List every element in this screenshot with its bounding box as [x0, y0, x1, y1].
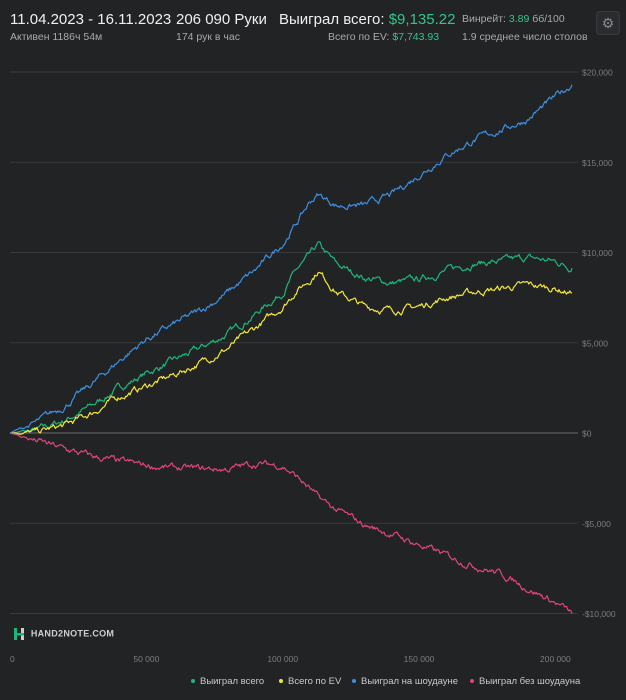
- legend-item-showdown[interactable]: Выиграл на шоудауне: [352, 676, 458, 687]
- won-total-stat: Выиграл всего: $9,135.22: [279, 11, 455, 28]
- y-tick-label: $0: [582, 429, 592, 439]
- series-line: [9, 240, 573, 434]
- hands-per-hour: 174 рук в час: [176, 31, 240, 43]
- logo-text: HAND2NOTE.COM: [30, 628, 115, 639]
- series-line: [9, 432, 573, 614]
- y-tick-label: $15,000: [582, 158, 613, 168]
- legend-item-ev-total[interactable]: Всего по EV: [279, 676, 341, 687]
- settings-button[interactable]: ⚙: [596, 11, 620, 35]
- y-tick-label: $10,000: [582, 248, 613, 258]
- series-line: [10, 271, 573, 435]
- legend-swatch: [352, 679, 356, 684]
- x-tick-label: 0: [10, 654, 15, 664]
- y-tick-label: $20,000: [582, 68, 613, 78]
- gear-icon: ⚙: [601, 15, 615, 31]
- hand2note-logo: HAND2NOTE.COM: [14, 628, 114, 640]
- winrate-value: 3.89: [508, 13, 530, 25]
- ev-total-value: $7,743.93: [392, 31, 440, 43]
- winrate-stat: Винрейт: 3.89 бб/100: [462, 13, 565, 25]
- x-tick-label: 100 000: [267, 654, 298, 664]
- y-tick-label: -$10,000: [582, 609, 616, 619]
- ev-total-stat: Всего по EV: $7,743.93: [328, 31, 439, 43]
- won-total-label: Выиграл всего:: [279, 11, 385, 28]
- series-line: [9, 84, 573, 434]
- stats-header: 11.04.2023 - 16.11.2023 Активен 1186ч 54…: [0, 0, 626, 52]
- winrate-unit: бб/100: [532, 13, 565, 25]
- x-tick-label: 50 000: [133, 654, 159, 664]
- legend-label: Выиграл всего: [200, 676, 265, 687]
- winrate-label: Винрейт:: [462, 13, 506, 25]
- avg-tables: 1.9 среднее число столов: [462, 31, 588, 43]
- legend-item-won-total[interactable]: Выиграл всего: [191, 676, 264, 687]
- legend-item-non-showdown[interactable]: Выиграл без шоудауна: [470, 676, 580, 687]
- y-tick-label: -$5,000: [582, 519, 611, 529]
- legend-swatch: [191, 679, 195, 684]
- legend-swatch: [470, 679, 474, 684]
- x-tick-label: 150 000: [404, 654, 435, 664]
- x-tick-label: 200 000: [540, 654, 571, 664]
- y-tick-label: $5,000: [582, 338, 608, 348]
- hands-count: 206 090 Руки: [176, 11, 267, 28]
- legend-label: Выиграл без шоудауна: [479, 676, 581, 687]
- results-chart: $20,000 $15,000 $10,000 $5,000 $0 -$5,000 -$10…: [9, 68, 616, 664]
- logo-mark-icon: [14, 628, 24, 640]
- legend-label: Всего по EV: [288, 676, 342, 687]
- date-range: 11.04.2023 - 16.11.2023: [10, 11, 172, 28]
- legend-swatch: [279, 679, 283, 684]
- chart-legend: Выиграл всего Всего по EV Выиграл на шоу…: [0, 676, 626, 690]
- active-time: Активен 1186ч 54м: [10, 31, 103, 43]
- ev-total-label: Всего по EV:: [328, 31, 390, 43]
- won-total-value: $9,135.22: [388, 11, 456, 28]
- legend-label: Выиграл на шоудауне: [361, 676, 459, 687]
